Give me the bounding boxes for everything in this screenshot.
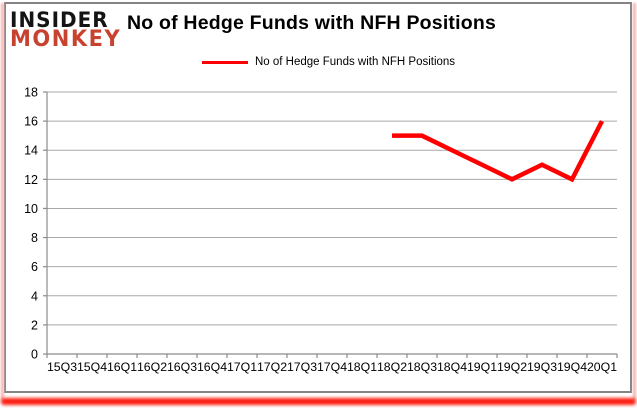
x-axis-label: 18Q4 bbox=[437, 360, 467, 374]
x-axis-label: 18Q2 bbox=[377, 360, 407, 374]
x-axis-label: 15Q3 bbox=[47, 360, 77, 374]
y-axis-label: 6 bbox=[31, 260, 38, 274]
x-axis-label: 16Q4 bbox=[197, 360, 227, 374]
x-axis-label: 19Q1 bbox=[467, 360, 497, 374]
chart-title: No of Hedge Funds with NFH Positions bbox=[127, 12, 497, 34]
y-axis-label: 2 bbox=[31, 318, 38, 332]
x-axis-label: 17Q1 bbox=[227, 360, 257, 374]
x-axis-label: 20Q1 bbox=[587, 360, 617, 374]
y-axis-label: 16 bbox=[24, 115, 38, 129]
x-axis-label: 19Q4 bbox=[557, 360, 587, 374]
y-axis-label: 14 bbox=[24, 144, 38, 158]
x-axis-label: 19Q2 bbox=[497, 360, 527, 374]
y-axis-label: 12 bbox=[24, 173, 38, 187]
y-axis-label: 4 bbox=[31, 289, 38, 303]
x-axis-label: 18Q1 bbox=[347, 360, 377, 374]
y-axis-label: 18 bbox=[24, 86, 38, 100]
x-axis-label: 19Q3 bbox=[527, 360, 557, 374]
logo-text-monkey: MONKEY bbox=[10, 25, 122, 52]
y-axis-label: 0 bbox=[31, 348, 38, 362]
series-line bbox=[392, 120, 605, 183]
x-axis-label: 18Q3 bbox=[407, 360, 437, 374]
insider-monkey-logo: INSIDER MONKEY bbox=[10, 6, 122, 52]
chart-frame-border bbox=[4, 2, 632, 393]
legend-line-swatch bbox=[202, 60, 248, 64]
y-axis-label: 8 bbox=[31, 231, 38, 245]
x-axis-label: 17Q2 bbox=[257, 360, 287, 374]
x-axis-label: 17Q3 bbox=[287, 360, 317, 374]
logo-text-insider: INSIDER bbox=[10, 6, 109, 33]
x-axis-label: 16Q2 bbox=[137, 360, 167, 374]
x-axis-label: 17Q4 bbox=[317, 360, 347, 374]
y-axis-label: 10 bbox=[24, 202, 38, 216]
x-axis-label: 16Q3 bbox=[167, 360, 197, 374]
x-axis-label: 15Q4 bbox=[77, 360, 107, 374]
x-axis-label: 16Q1 bbox=[107, 360, 137, 374]
chart-legend: No of Hedge Funds with NFH Positions bbox=[202, 56, 455, 68]
legend-label: No of Hedge Funds with NFH Positions bbox=[255, 56, 456, 68]
